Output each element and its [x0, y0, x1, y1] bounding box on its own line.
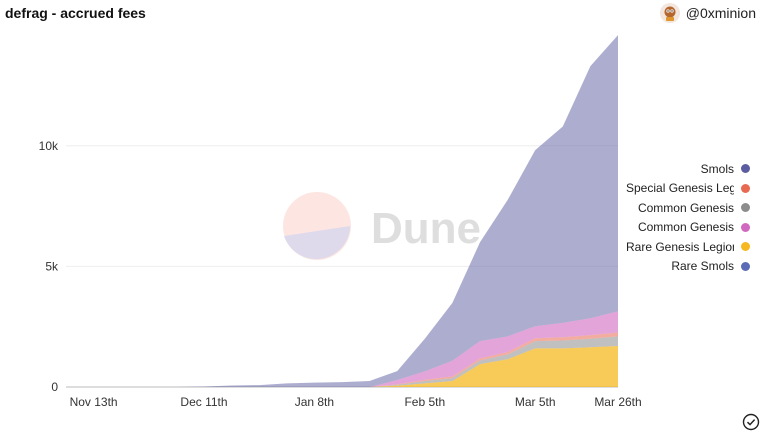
area-series-common-genesis[interactable] [66, 336, 618, 387]
area-series-smols[interactable] [66, 35, 618, 387]
legend-label: Special Genesis Legions [626, 181, 734, 196]
area-series-common-genesis[interactable] [66, 311, 618, 387]
legend-dot-icon [741, 164, 750, 174]
y-tick-label: 10k [39, 139, 59, 153]
legend-dot-icon [741, 242, 750, 252]
y-tick-label: 0 [51, 380, 58, 394]
legend-label: Rare Genesis Legions [626, 239, 734, 254]
y-tick-label: 5k [45, 259, 59, 273]
legend-dot-icon [741, 203, 750, 213]
legend-label: Common Genesis [637, 200, 734, 215]
chart-legend: Smols Special Genesis Legions Common Genes… [624, 159, 750, 276]
area-series-special-genesis-legions[interactable] [66, 332, 618, 387]
area-series-rare-genesis-legions[interactable] [66, 345, 618, 387]
dune-watermark: Dune [283, 192, 481, 260]
legend-dot-icon [741, 222, 750, 232]
legend-item[interactable]: Common Genesis [624, 198, 750, 218]
legend-item[interactable]: Smols [624, 159, 750, 179]
x-tick-label: Dec 11th [180, 395, 227, 409]
legend-dot-icon [741, 261, 750, 271]
checkmark-icon [742, 413, 760, 431]
watermark-text: Dune [371, 204, 481, 253]
x-tick-label: Mar 26th [594, 395, 641, 409]
x-tick-label: Nov 13th [70, 395, 118, 409]
x-tick-label: Mar 5th [515, 395, 556, 409]
legend-item[interactable]: Special Genesis Legions [624, 179, 750, 199]
legend-label: Common Genesis [637, 220, 734, 235]
author-badge[interactable]: @0xminion [659, 3, 756, 23]
avatar [659, 3, 680, 23]
x-tick-label: Jan 8th [295, 395, 334, 409]
legend-label: Smols [700, 161, 734, 176]
legend-label: Rare Smols [671, 259, 734, 274]
x-tick-label: Feb 5th [404, 395, 445, 409]
legend-item[interactable]: Rare Genesis Legions [624, 237, 750, 257]
legend-dot-icon [741, 183, 750, 193]
chart-axes: 0 5k 10k Nov 13th Dec 11th Jan 8th Feb 5th Mar … [39, 139, 642, 409]
chart-areas [66, 35, 618, 387]
legend-item[interactable]: Common Genesis [624, 218, 750, 238]
author-name: @0xminion [685, 5, 756, 21]
legend-item[interactable]: Rare Smols [624, 257, 750, 277]
chart-title: defrag - accrued fees [5, 5, 146, 21]
minion-avatar-icon [659, 3, 680, 23]
